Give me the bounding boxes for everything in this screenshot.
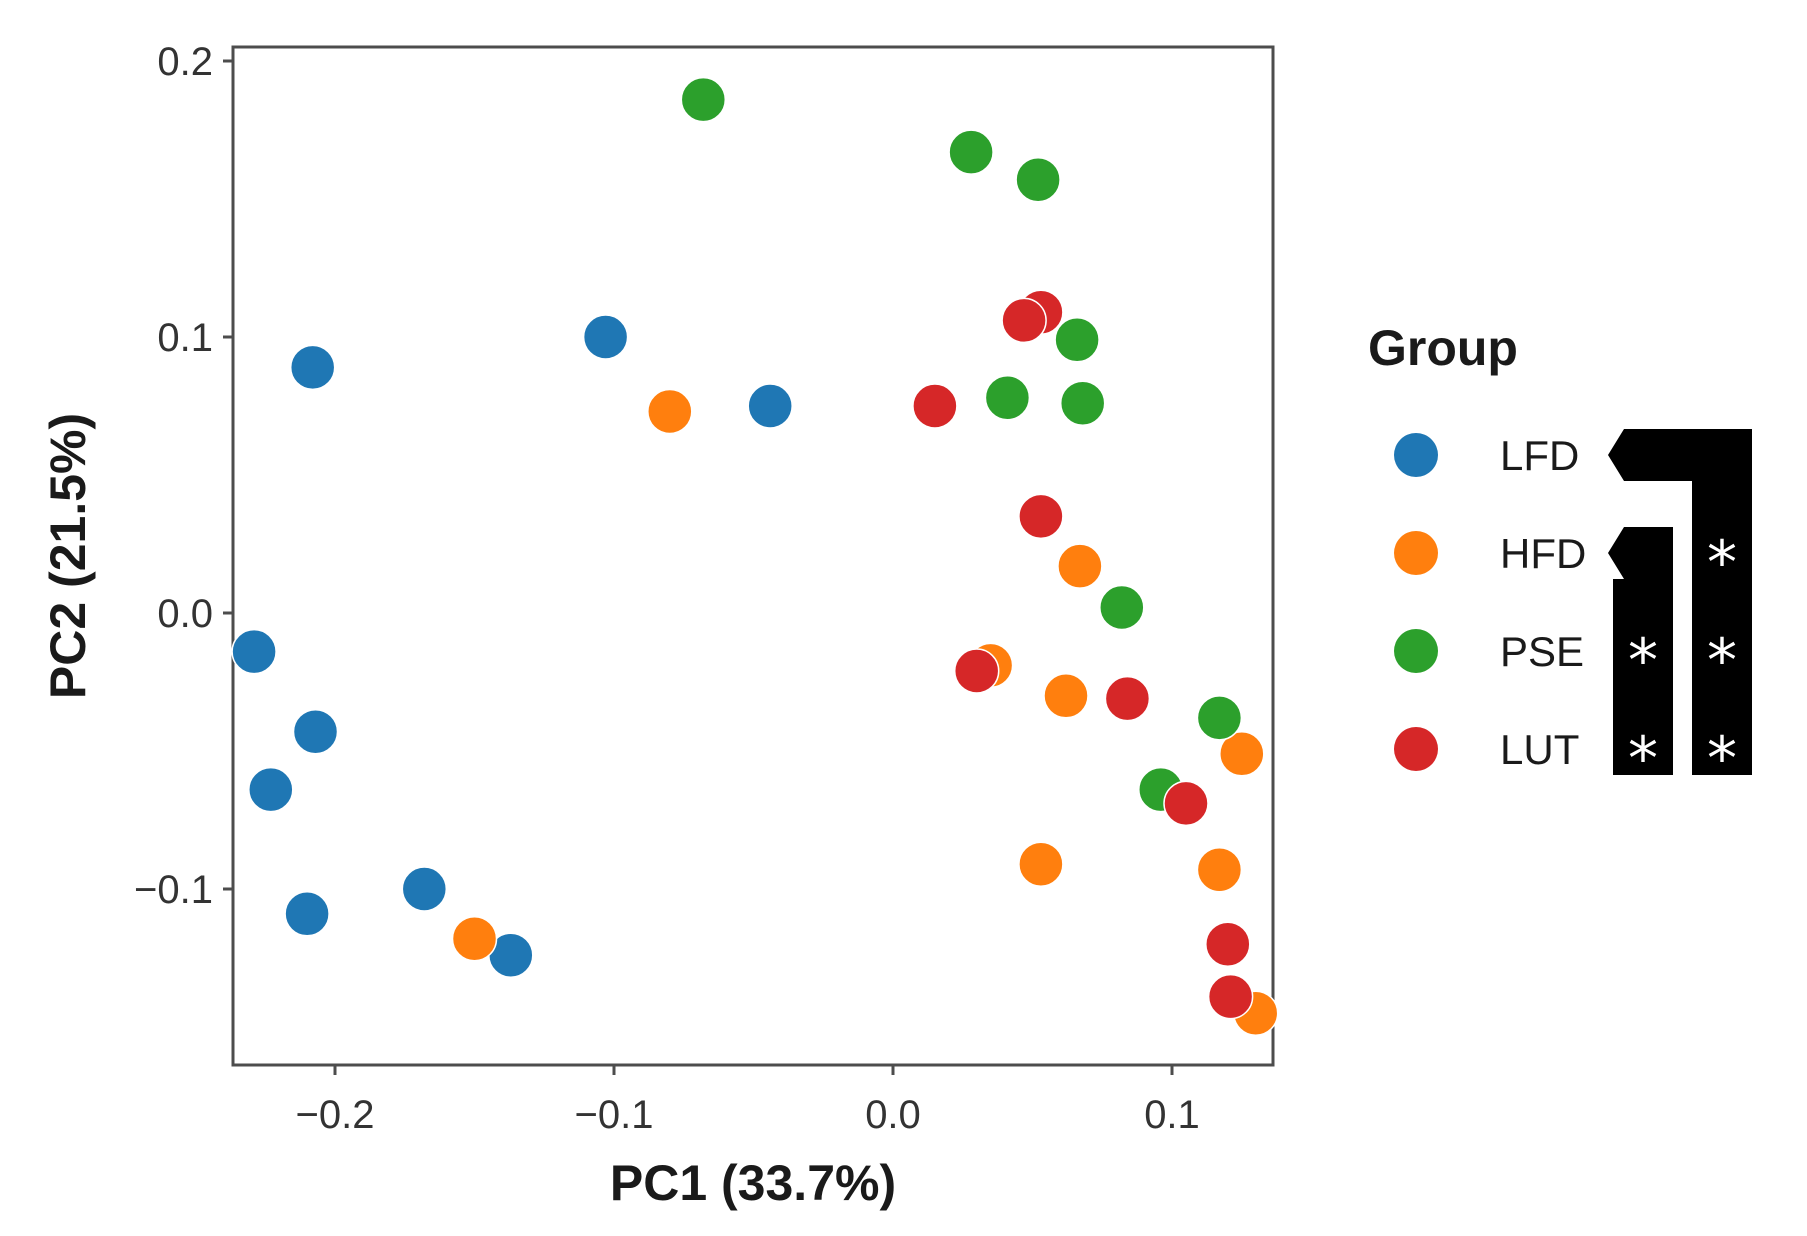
y-axis-ticks: −0.1 0.0 0.1 0.2 [134,40,233,912]
sig-star-hfd-vs-lut: * [1628,724,1658,794]
legend-label-hfd: HFD [1500,530,1586,577]
x-tick-label: −0.2 [296,1093,375,1137]
point-hfd-5 [1219,731,1265,777]
x-tick-label: 0.1 [1144,1093,1200,1137]
point-hfd-6 [1018,841,1064,887]
sig-star-lfd-vs-pse: * [1707,626,1737,696]
point-lfd-5 [292,708,339,755]
legend-key-hfd [1394,531,1438,575]
legend: Group LFD HFD PSE LUT [1368,320,1586,773]
point-lfd-1 [289,344,336,391]
y-tick-label: 0.1 [157,316,213,360]
point-lut-8 [1205,921,1251,967]
point-lut-4 [1018,493,1064,540]
point-lut-5 [953,648,1000,694]
legend-key-pse [1394,629,1438,673]
point-hfd-2 [1057,543,1103,589]
point-pse-2 [948,129,994,175]
bracket-lfd [1608,429,1752,775]
point-lfd-6 [248,766,294,813]
y-tick-label: 0.0 [157,592,213,636]
legend-title: Group [1368,320,1518,376]
y-tick-label: −0.1 [134,868,213,912]
point-lfd-4 [231,628,277,675]
sig-star-lfd-vs-lut: * [1707,724,1737,794]
x-axis-title: PC1 (33.7%) [610,1155,896,1211]
point-pse-3 [1015,156,1061,203]
data-points [231,76,1279,1036]
point-pse-8 [1196,695,1243,741]
point-pse-1 [680,76,727,123]
point-pse-7 [1099,584,1145,631]
plot-frame [231,45,1275,1067]
point-hfd-1 [647,388,693,435]
x-axis-ticks: −0.2 −0.1 0.0 0.1 [296,1065,1200,1137]
legend-label-pse: PSE [1500,628,1584,675]
point-lut-6 [1104,675,1151,722]
point-lut-7 [1163,780,1209,827]
legend-key-lut [1394,727,1438,771]
sig-star-lfd-vs-hfd: * [1707,528,1737,598]
point-hfd-7 [1196,846,1243,893]
point-lut-9 [1207,973,1254,1020]
point-lut-2 [1001,297,1047,344]
point-pse-4 [1054,317,1100,363]
significance-brackets: * * * * * [1608,429,1752,794]
point-lfd-3 [747,383,793,429]
sig-star-hfd-vs-pse: * [1628,626,1658,696]
point-lut-3 [912,383,958,429]
point-lfd-8 [401,866,448,912]
legend-key-lfd [1394,433,1438,477]
point-pse-6 [1059,380,1106,426]
y-tick-label: 0.2 [157,40,213,84]
bracket-hfd [1608,527,1673,775]
point-pse-5 [984,374,1031,421]
point-hfd-8 [451,915,498,962]
y-axis-title: PC2 (21.5%) [40,413,96,699]
point-lfd-2 [582,314,629,360]
legend-label-lfd: LFD [1500,432,1579,479]
x-tick-label: 0.0 [865,1093,921,1137]
legend-label-lut: LUT [1500,726,1579,773]
point-hfd-4 [1043,673,1089,719]
point-lfd-7 [284,891,330,937]
x-tick-label: −0.1 [575,1093,654,1137]
